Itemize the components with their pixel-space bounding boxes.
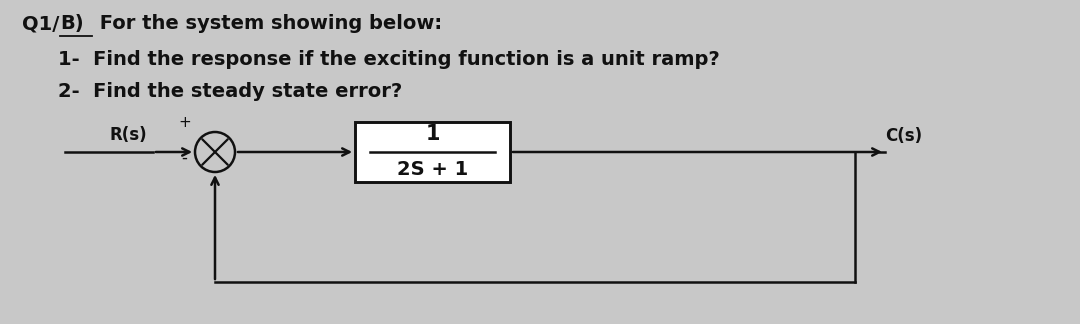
Text: For the system showing below:: For the system showing below: bbox=[93, 14, 442, 33]
Text: C(s): C(s) bbox=[885, 127, 922, 145]
Text: +: + bbox=[178, 115, 191, 130]
Text: 1: 1 bbox=[426, 124, 440, 144]
Text: B): B) bbox=[60, 14, 83, 33]
Text: Q1/: Q1/ bbox=[22, 14, 59, 33]
Text: 2-  Find the steady state error?: 2- Find the steady state error? bbox=[58, 82, 402, 101]
Bar bbox=[355, 122, 510, 182]
Text: 2S + 1: 2S + 1 bbox=[396, 160, 468, 179]
Text: R(s): R(s) bbox=[110, 126, 148, 144]
Text: 1-  Find the response if the exciting function is a unit ramp?: 1- Find the response if the exciting fun… bbox=[58, 50, 719, 69]
Text: -: - bbox=[181, 149, 187, 167]
